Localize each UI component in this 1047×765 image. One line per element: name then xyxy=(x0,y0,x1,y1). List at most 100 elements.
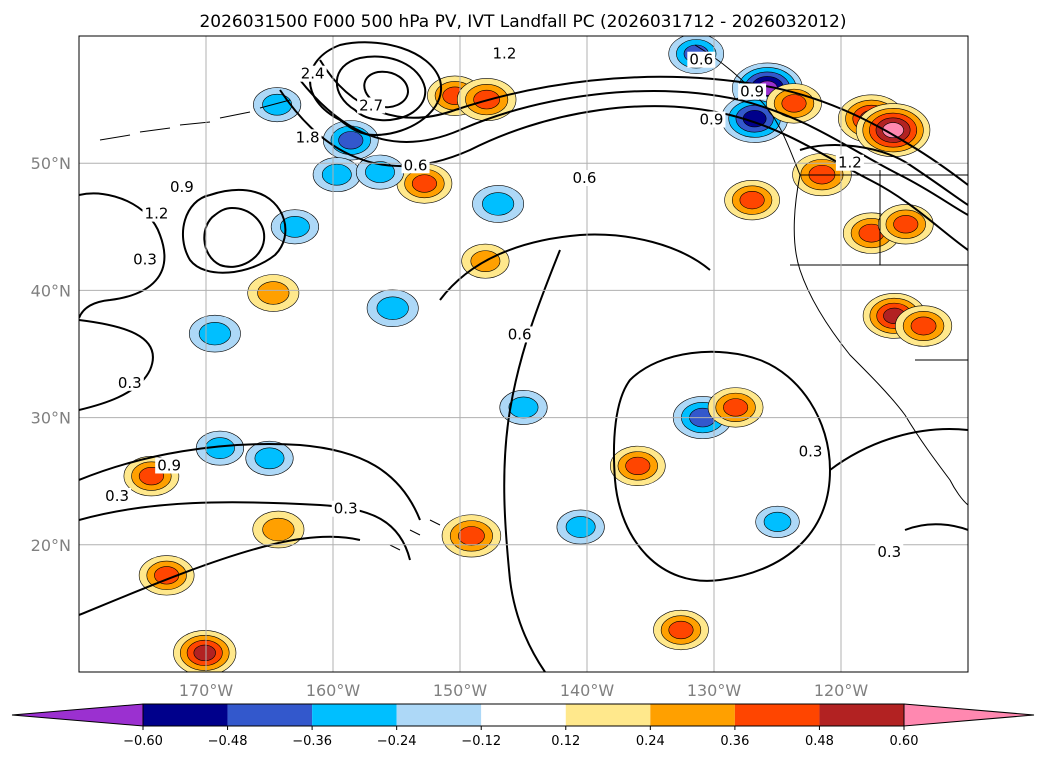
coastlines xyxy=(99,44,968,551)
contour-label-bg-17 xyxy=(331,500,360,517)
pv-anomaly-3 xyxy=(253,87,302,123)
pv-anomaly-27 xyxy=(855,103,931,157)
colorbar-extend-high xyxy=(903,703,1035,727)
contour-label-6: 0.9 xyxy=(700,110,724,128)
lat-label-3: 50°N xyxy=(31,154,71,173)
colorbar-segment-0 xyxy=(143,704,228,726)
colorbar-label-8: 0.48 xyxy=(805,734,834,749)
pv-anomaly-5 xyxy=(312,157,361,193)
lat-label-2: 40°N xyxy=(31,281,71,300)
contour-label-bg-15 xyxy=(155,457,184,474)
pv-anomaly-34-level-2 xyxy=(668,620,694,640)
pv-anomaly-35-level-3 xyxy=(193,644,216,662)
contour-label-18: 0.3 xyxy=(799,442,823,460)
pv-anomaly-31 xyxy=(894,305,953,347)
pv-anomaly-15-level-1 xyxy=(198,321,231,346)
pv-anomaly-23 xyxy=(441,514,502,558)
colorbar-label-5: 0.12 xyxy=(551,734,580,749)
pv-anomaly-24-level-2 xyxy=(625,456,651,476)
pv-anomaly-37 xyxy=(556,509,605,545)
pv-anomaly-3-level-1 xyxy=(262,93,293,116)
lon-label-3: 140°W xyxy=(560,681,615,700)
contour-label-9: 0.9 xyxy=(170,178,194,196)
lat-label-0: 20°N xyxy=(31,536,71,555)
pv-anomaly-16-level-1 xyxy=(508,396,539,419)
pv-contour-0-3-subtropical xyxy=(79,319,154,411)
pv-anomaly-18-level-2 xyxy=(723,398,749,417)
colorbar-segment-1 xyxy=(227,704,313,726)
pv-contour-0-3-southeast xyxy=(904,523,968,531)
contour-label-bg-18 xyxy=(796,443,825,460)
pv-contour-0-6-mid-ridge xyxy=(439,233,711,301)
pv-anomaly-35 xyxy=(173,630,237,672)
longitude-labels: 170°W 160°W 150°W 140°W 130°W 120°W xyxy=(179,681,869,700)
contour-label-bg-9 xyxy=(167,178,196,195)
contour-label-bg-2 xyxy=(357,97,386,114)
contour-label-5: 0.9 xyxy=(740,83,764,101)
colorbar-segment-2 xyxy=(312,704,397,726)
pv-contour-2-4-core xyxy=(335,55,427,122)
colorbar-label-9: 0.60 xyxy=(890,734,919,749)
contour-label-bg-19 xyxy=(875,543,904,560)
contour-label-0: 1.2 xyxy=(493,44,517,62)
pv-anomaly-12 xyxy=(247,274,300,312)
pv-anomaly-20 xyxy=(245,440,294,476)
pv-anomaly-8-level-2 xyxy=(411,174,437,193)
pv-anomaly-4-level-2 xyxy=(338,131,364,150)
map-frame xyxy=(78,35,969,673)
contour-label-bg-12 xyxy=(131,251,160,268)
lat-label-1: 30°N xyxy=(31,409,71,428)
pv-anomaly-38 xyxy=(755,505,800,538)
pv-anomaly-11-level-1 xyxy=(279,215,310,238)
pv-anomaly-32 xyxy=(724,179,780,221)
contour-label-8: 0.6 xyxy=(573,169,597,187)
pv-anomaly-24 xyxy=(609,445,666,487)
contour-label-bg-14 xyxy=(115,374,144,391)
lon-label-1: 160°W xyxy=(306,681,361,700)
contour-label-12: 0.3 xyxy=(133,250,157,268)
pv-contour-0-6-mid-trough xyxy=(503,249,561,672)
contour-label-bg-3 xyxy=(293,129,322,146)
pv-contour-0-6-jet xyxy=(279,89,968,251)
pv-contour-0-3-west xyxy=(79,192,166,319)
pv-anomaly-16 xyxy=(499,390,548,425)
colorbar-segment-8 xyxy=(819,704,904,726)
colorbar-segment-5 xyxy=(565,704,651,726)
contour-label-14: 0.3 xyxy=(118,374,142,392)
pv-anomaly-36 xyxy=(138,555,195,596)
lon-label-0: 170°W xyxy=(179,681,234,700)
contour-label-bg-7 xyxy=(401,157,430,174)
contour-label-bg-13 xyxy=(505,326,534,343)
colorbar-frame xyxy=(142,703,905,727)
pv-anomaly-31-level-2 xyxy=(910,316,937,336)
hawaiian-islands xyxy=(389,519,441,551)
contour-label-16: 0.3 xyxy=(105,487,129,505)
contour-label-10: 1.2 xyxy=(145,205,169,223)
contour-label-bg-8 xyxy=(570,170,599,187)
pv-anomaly-22 xyxy=(252,510,305,549)
pv-anomaly-33 xyxy=(766,83,822,124)
pv-anomaly-18 xyxy=(707,387,764,428)
latitude-labels: 20°N 30°N 40°N 50°N xyxy=(31,154,71,555)
pv-anomaly-37-level-1 xyxy=(565,516,596,538)
contour-label-bg-5 xyxy=(738,83,767,100)
contour-label-4: 0.6 xyxy=(689,51,713,69)
pv-anomaly-8 xyxy=(396,163,453,204)
figure-title: 2026031500 F000 500 hPa PV, IVT Landfall… xyxy=(199,12,846,32)
aleutian-islands xyxy=(99,99,291,141)
colorbar-label-4: −0.12 xyxy=(461,734,501,749)
contour-label-7: 0.6 xyxy=(404,156,428,174)
contour-labels: 1.22.42.71.80.60.90.90.60.60.91.21.20.30… xyxy=(103,44,904,561)
gridlines xyxy=(79,36,968,672)
contour-label-bg-11 xyxy=(835,154,864,171)
pv-anomaly-19 xyxy=(195,430,245,466)
pv-contour-0-3-coastal xyxy=(829,428,968,471)
pv-anomaly-34 xyxy=(653,609,709,651)
pv-anomaly-38-level-1 xyxy=(763,511,792,532)
pv-anomaly-9-level-1 xyxy=(365,161,395,183)
contour-label-15: 0.9 xyxy=(157,456,181,474)
pv-anomaly-20-level-1 xyxy=(254,447,285,470)
lon-label-2: 150°W xyxy=(433,681,488,700)
pv-contour-0-3-east xyxy=(612,350,832,582)
